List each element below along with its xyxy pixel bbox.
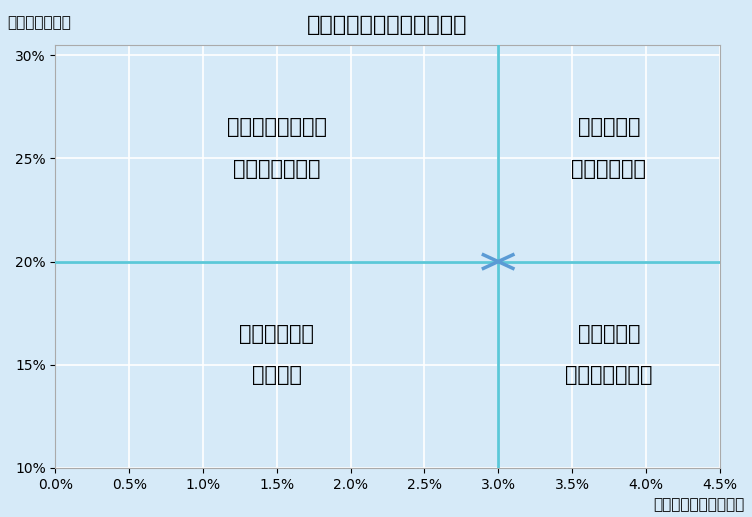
Text: 売上高研究開発費比率: 売上高研究開発費比率 [653,497,744,512]
Text: 上手くいかない: 上手くいかない [565,365,653,385]
Text: 研究開発が: 研究開発が [578,117,640,138]
Text: 研究開発縮小: 研究開発縮小 [239,324,314,344]
Text: 利益獲得に成功: 利益獲得に成功 [233,159,320,179]
Text: 利益縮小: 利益縮小 [252,365,302,385]
Text: 研究開発が: 研究開発が [578,324,640,344]
Text: 成功している: 成功している [572,159,646,179]
Text: 研究開発以外でも: 研究開発以外でも [227,117,327,138]
Title: 研究開発費比率・総利益率: 研究開発費比率・総利益率 [308,15,468,35]
Text: 売上高総利益率: 売上高総利益率 [8,16,71,31]
